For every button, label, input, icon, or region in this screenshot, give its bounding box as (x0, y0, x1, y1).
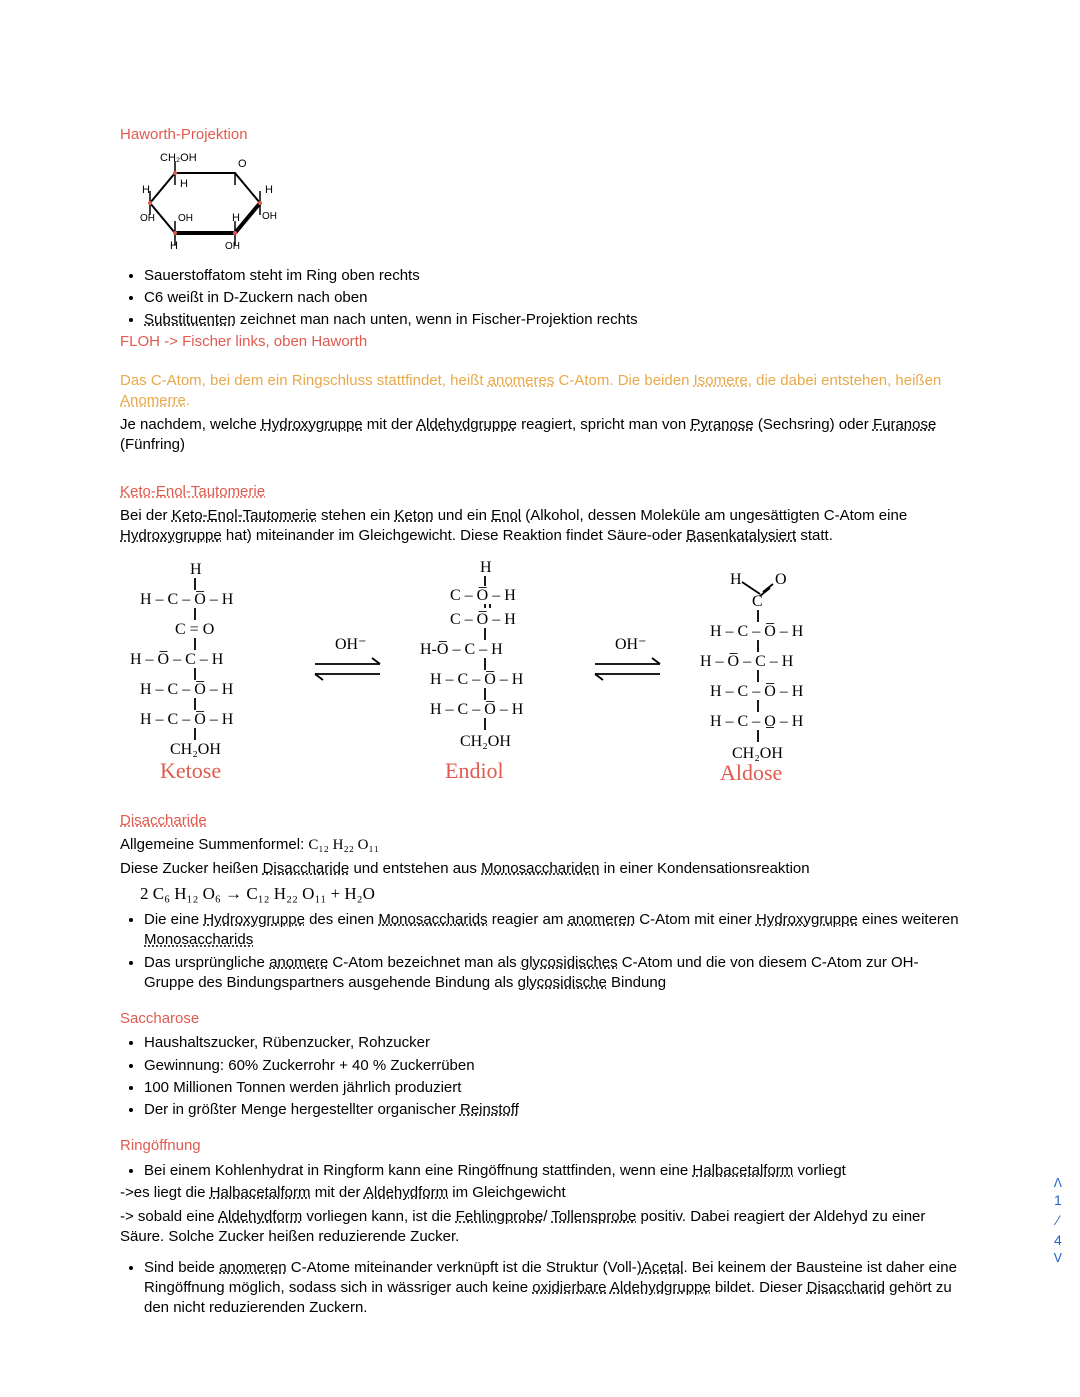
svg-text:CH₂OH: CH₂OH (170, 741, 221, 758)
heading-keto-enol: Keto-Enol-Tautomerie (120, 482, 960, 502)
svg-text:OH: OH (262, 211, 277, 222)
anomeres-paragraph: Das C-Atom, bei dem ein Ringschluss stat… (120, 371, 960, 412)
svg-text:H: H (730, 571, 742, 588)
list-item: 100 Millionen Tonnen werden jährlich pro… (144, 1078, 960, 1098)
svg-text:H – C – O̅ – H: H – C – O̅ – H (710, 623, 804, 641)
list-item: Das ursprüngliche anomere C-Atom bezeich… (144, 953, 960, 994)
svg-text:H – C – O̅ – H: H – C – O̅ – H (140, 681, 234, 699)
list-item: Der in größter Menge hergestellter organ… (144, 1100, 960, 1120)
svg-text:CH₂OH: CH₂OH (460, 733, 511, 750)
svg-text:H – C – O̅ – H: H – C – O̅ – H (710, 683, 804, 701)
pyranose-paragraph: Je nachdem, welche Hydroxygruppe mit der… (120, 415, 960, 456)
svg-text:H: H (170, 240, 178, 252)
svg-text:OH⁻: OH⁻ (335, 636, 367, 653)
page-down-icon[interactable]: ᐯ (1054, 1250, 1062, 1267)
page-indicator: ᐱ 1 ⁄ 4 ᐯ (1054, 1175, 1062, 1267)
list-item: Gewinnung: 60% Zuckerrohr + 40 % Zuckerr… (144, 1056, 960, 1076)
svg-text:C = O: C = O (175, 621, 214, 638)
svg-text:H – O̅ – C – H: H – O̅ – C – H (130, 651, 224, 669)
svg-text:O: O (775, 571, 787, 588)
svg-text:OH: OH (140, 213, 155, 224)
svg-text:OH: OH (225, 241, 240, 252)
svg-text:Ketose: Ketose (160, 758, 221, 783)
svg-text:H – C – O̅ – H: H – C – O̅ – H (430, 701, 524, 719)
page-sep: ⁄ (1054, 1211, 1062, 1231)
svg-text:OH: OH (178, 213, 193, 224)
svg-text:CH₂OH: CH₂OH (160, 153, 197, 164)
list-item: C6 weißt in D-Zuckern nach oben (144, 288, 960, 308)
svg-text:H: H (180, 178, 188, 190)
list-item: Sind beide anomeren C-Atome miteinander … (144, 1258, 960, 1319)
list-item: Die eine Hydroxygruppe des einen Monosac… (144, 910, 960, 951)
svg-text:O: O (238, 158, 247, 170)
svg-text:H – C – O̅ – H: H – C – O̅ – H (140, 591, 234, 609)
svg-text:H-O̅ – C – H: H-O̅ – C – H (420, 641, 503, 659)
heading-haworth: Haworth-Projektion (120, 125, 960, 145)
svg-text:H: H (232, 212, 240, 224)
page-current: 1 (1054, 1191, 1062, 1211)
svg-text:H: H (190, 561, 202, 578)
svg-text:H: H (265, 184, 273, 196)
list-item: Bei einem Kohlenhydrat in Ringform kann … (144, 1161, 960, 1181)
svg-text:C – O̅ – H: C – O̅ – H (450, 611, 516, 629)
svg-text:H: H (142, 184, 150, 196)
svg-text:H: H (480, 559, 492, 576)
svg-text:OH⁻: OH⁻ (615, 636, 647, 653)
haworth-bullets: Sauerstoffatom steht im Ring oben rechts… (120, 266, 960, 331)
disaccharide-equation: 2 C₆ H₁₂ O₆ → C₁₂ H₂₂ O₁₁ + H₂O (120, 883, 960, 906)
page-up-icon[interactable]: ᐱ (1054, 1175, 1062, 1192)
svg-text:H – O̅ – C – H: H – O̅ – C – H (700, 653, 794, 671)
list-item: Haushaltszucker, Rübenzucker, Rohzucker (144, 1033, 960, 1053)
ringoeffnung-bullet1: Bei einem Kohlenhydrat in Ringform kann … (120, 1161, 960, 1181)
saccharose-bullets: Haushaltszucker, Rübenzucker, Rohzucker … (120, 1033, 960, 1120)
keto-paragraph: Bei der Keto-Enol-Tautomerie stehen ein … (120, 506, 960, 547)
svg-text:C: C (752, 593, 763, 610)
list-item: Substituenten zeichnet man nach unten, w… (144, 310, 960, 330)
list-item: Sauerstoffatom steht im Ring oben rechts (144, 266, 960, 286)
svg-text:H – C – O̅ – H: H – C – O̅ – H (140, 711, 234, 729)
ringoeffnung-arrow1: ->es liegt die Halbacetalform mit der Al… (120, 1183, 960, 1203)
disaccharide-sum: Allgemeine Summenformel: C₁₂ H₂₂ O₁₁ (120, 835, 960, 855)
svg-text:C – O̅ – H: C – O̅ – H (450, 587, 516, 605)
svg-text:H – C – O̅ – H: H – C – O̅ – H (430, 671, 524, 689)
heading-ringoeffnung: Ringöffnung (120, 1136, 960, 1156)
keto-enol-diagram: .hw { font-family: 'Comic Sans MS','Sego… (120, 554, 960, 790)
page-total: 4 (1054, 1231, 1062, 1251)
ringoeffnung-arrow2: -> sobald eine Aldehydform vorliegen kan… (120, 1207, 960, 1248)
heading-disaccharide: Disaccharide (120, 811, 960, 831)
svg-text:H – C – O̲ – H: H – C – O̲ – H (710, 713, 804, 730)
haworth-ring-diagram: CH₂OH O H H OH H OH OH H OH H (120, 153, 300, 259)
floh-line: FLOH -> Fischer links, oben Haworth (120, 332, 960, 352)
disaccharide-intro: Diese Zucker heißen Disaccharide und ent… (120, 859, 960, 879)
disaccharide-bullets: Die eine Hydroxygruppe des einen Monosac… (120, 910, 960, 993)
ringoeffnung-bullet2: Sind beide anomeren C-Atome miteinander … (120, 1258, 960, 1319)
heading-saccharose: Saccharose (120, 1009, 960, 1029)
svg-text:Endiol: Endiol (445, 758, 504, 783)
svg-text:Aldose: Aldose (720, 760, 782, 784)
